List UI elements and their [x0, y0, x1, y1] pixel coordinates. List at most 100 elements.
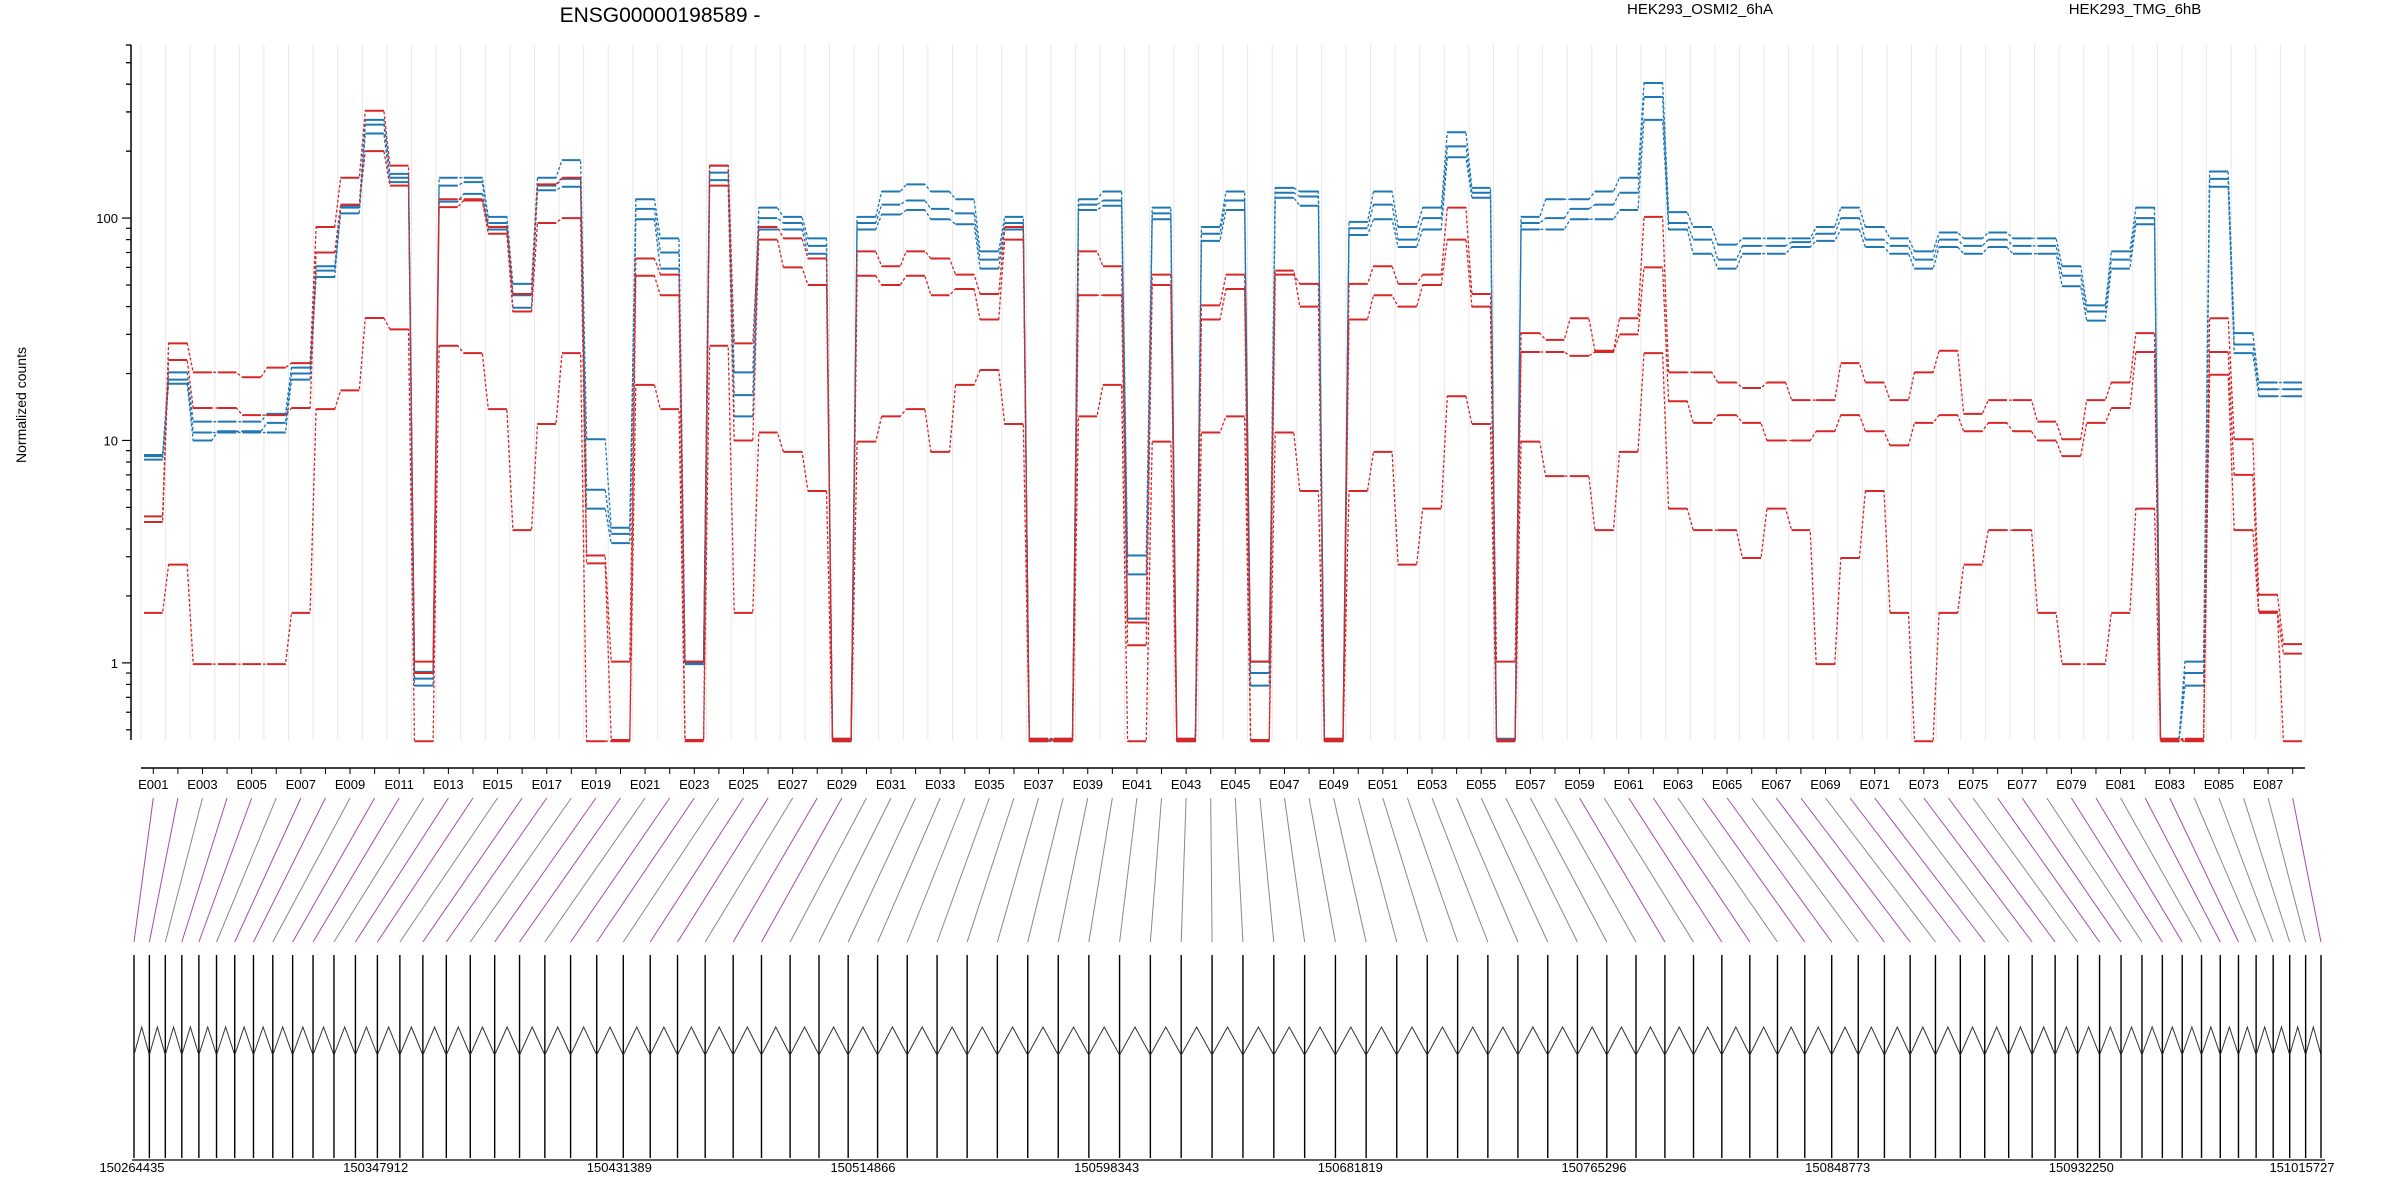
intron-link — [469, 1025, 496, 1056]
series-line-3 — [144, 110, 2302, 740]
exon-connector — [1308, 797, 1336, 943]
intron-link — [1934, 1025, 1961, 1056]
intron-link — [677, 1025, 706, 1056]
intron-link — [2161, 1025, 2183, 1056]
intron-link — [1149, 1025, 1182, 1056]
exon-connector — [1775, 797, 1885, 943]
x-tick-label: E081 — [2105, 777, 2135, 792]
series-lines — [144, 81, 2302, 743]
intron-link — [2219, 1025, 2239, 1056]
x-tick-label: E077 — [2007, 777, 2037, 792]
exon-connector — [234, 797, 302, 943]
y-tick-label: 1 — [111, 656, 118, 671]
exon-connector — [216, 797, 277, 943]
intron-link — [1959, 1025, 1986, 1056]
exon-connector — [2218, 797, 2274, 943]
intron-link — [1857, 1025, 1885, 1056]
exon-connector — [596, 797, 695, 943]
x-tick-label: E019 — [581, 777, 611, 792]
exon-connector — [1825, 797, 1936, 943]
intron-link — [1457, 1025, 1489, 1056]
x-tick-label: E005 — [236, 777, 266, 792]
y-tick-label: 10 — [104, 433, 118, 448]
intron-link — [1831, 1025, 1859, 1056]
intron-link — [732, 1025, 762, 1056]
intron-link — [2141, 1025, 2163, 1056]
intron-link — [936, 1025, 968, 1056]
intron-link — [292, 1025, 314, 1056]
intron-link — [1027, 1025, 1059, 1056]
intron-link — [1057, 1025, 1090, 1056]
intron-link — [1664, 1025, 1694, 1056]
x-tick-label: E067 — [1761, 777, 1791, 792]
intron-link — [133, 1025, 150, 1056]
intron-link — [216, 1025, 236, 1056]
coordinate-label: 150932250 — [2049, 1160, 2114, 1175]
exon-connector — [1283, 797, 1306, 943]
exon-connector — [649, 797, 744, 943]
intron-link — [376, 1025, 401, 1056]
intron-link — [2237, 1025, 2257, 1056]
intron-link — [494, 1025, 521, 1056]
coordinate-label: 150681819 — [1318, 1160, 1383, 1175]
intron-link — [1211, 1025, 1244, 1056]
exon-connector — [1382, 797, 1428, 943]
x-tick-label: E069 — [1810, 777, 1840, 792]
intron-link — [2289, 1025, 2307, 1056]
exon-connector — [494, 797, 597, 943]
intron-link — [996, 1025, 1029, 1056]
x-tick-label: E035 — [974, 777, 1004, 792]
intron-link — [333, 1025, 356, 1056]
x-tick-label: E017 — [532, 777, 562, 792]
intron-link — [966, 1025, 998, 1056]
intron-link — [399, 1025, 424, 1056]
x-tick-label: E025 — [728, 777, 758, 792]
chart-title: ENSG00000198589 - — [560, 4, 761, 27]
x-tick-label: E047 — [1269, 777, 1299, 792]
exon-connector — [1972, 797, 2079, 943]
exon-connector — [1628, 797, 1723, 943]
x-tick-label: E065 — [1712, 777, 1742, 792]
exon-connector — [906, 797, 966, 943]
coordinate-label: 150431389 — [587, 1160, 652, 1175]
exon-connector — [847, 797, 917, 943]
intron-link — [1304, 1025, 1336, 1056]
intron-link — [1984, 1025, 2010, 1056]
x-tick-label: E007 — [286, 777, 316, 792]
exon-connector — [354, 797, 449, 943]
exon-connector — [164, 797, 203, 943]
intron-link — [2008, 1025, 2033, 1056]
exon-connector — [1259, 797, 1275, 943]
exon-connector — [1726, 797, 1833, 943]
exon-connector — [2267, 797, 2307, 943]
exon-connector — [1480, 797, 1549, 943]
intron-link — [1547, 1025, 1578, 1056]
exon-connector — [677, 797, 769, 943]
exon-connector — [1210, 797, 1213, 943]
exon-connector — [789, 797, 867, 943]
intron-link — [1180, 1025, 1213, 1056]
exon-connector — [966, 797, 1015, 943]
x-axis: E001 E003 E005 E007 E009 E011 E013 E015 E017 E019… — [138, 767, 2305, 792]
x-tick-label: E055 — [1466, 777, 1496, 792]
legend-entry-tmg: HEK293_TMG_6hB — [2069, 1, 2202, 18]
coordinate-label: 150598343 — [1074, 1160, 1139, 1175]
genomic-coordinate-axis: 150264435 150347912 150431389 150514866 1505… — [99, 1159, 2335, 1175]
intron-link — [312, 1025, 335, 1056]
coordinate-label: 150347912 — [343, 1160, 408, 1175]
intron-link — [198, 1025, 218, 1056]
exon-connector — [2046, 797, 2143, 943]
intron-link — [544, 1025, 572, 1056]
exon-connector — [272, 797, 351, 943]
exon-connector — [996, 797, 1040, 943]
exon-connector — [1119, 797, 1138, 943]
exon-connector — [1234, 797, 1244, 943]
vertical-gridlines — [140, 45, 2306, 740]
exon-connector — [761, 797, 843, 943]
x-tick-label: E049 — [1318, 777, 1348, 792]
gene-model-track — [133, 955, 2322, 1158]
exon-connector — [2292, 797, 2322, 943]
exon-connector — [1800, 797, 1911, 943]
exon-connector — [445, 797, 548, 943]
